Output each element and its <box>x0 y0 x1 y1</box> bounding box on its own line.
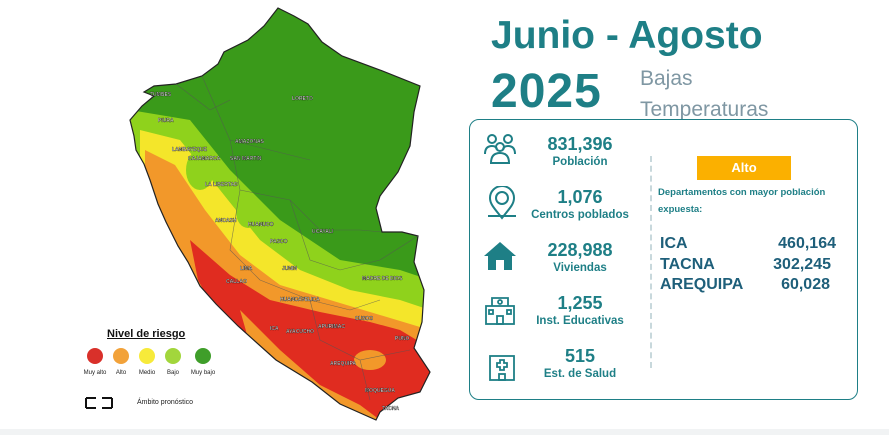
legend-title: Nivel de riesgo <box>107 328 186 340</box>
legend-dot-alto <box>113 348 129 364</box>
population-label: Población <box>552 156 608 168</box>
legend-item-bajo: Bajo <box>158 348 188 376</box>
departments-note: Departamentos con mayor población expues… <box>658 187 826 215</box>
map-label-huanuco: HUANUCO <box>248 222 274 228</box>
map-label-ucayali: UCAYALI <box>312 229 334 235</box>
map-label-loreto: LORETO <box>292 96 313 102</box>
legend-dot-bajo <box>165 348 181 364</box>
schools-value: 1,255 <box>557 293 603 313</box>
housing-value: 228,988 <box>547 240 613 260</box>
bottom-scrollbar-track <box>0 429 889 435</box>
legend-item-muy-bajo: Muy bajo <box>188 348 218 376</box>
map-label-la-libertad: LA LIBERTAD <box>205 182 238 188</box>
map-label-cusco: CUSCO <box>355 316 373 322</box>
populated-centers-value: 1,076 <box>557 187 603 207</box>
risk-level-badge: Alto <box>697 156 791 180</box>
map-label-lambayeque: LAMBAYEQUE <box>172 147 208 153</box>
school-icon <box>485 297 515 325</box>
panel-divider <box>650 156 652 368</box>
map-label-madre-de-dios: MADRE DE DIOS <box>362 276 403 282</box>
period-title: Junio - Agosto <box>491 14 763 57</box>
legend-label: Muy bajo <box>190 370 216 376</box>
forecast-area-label: Ámbito pronóstico <box>137 399 194 406</box>
legend-label: Muy alto <box>83 370 107 376</box>
year-title: 2025 <box>491 65 602 118</box>
health-centers-value: 515 <box>564 346 596 366</box>
department-name: ICA <box>660 235 688 252</box>
schools-label: Inst. Educativas <box>536 315 624 327</box>
risk-map: TUMBES PIURA LAMBAYEQUE AMAZONAS CAJAMAR… <box>129 7 431 421</box>
map-label-ancash: ANCASH <box>215 218 237 224</box>
hospital-icon <box>489 355 515 381</box>
map-label-amazonas: AMAZONAS <box>235 139 265 145</box>
map-label-san-martin: SAN MARTIN <box>230 156 262 162</box>
map-label-apurimac: APURIMAC <box>318 324 345 330</box>
map-label-cajamarca: CAJAMARCA <box>188 156 221 162</box>
house-icon <box>484 242 516 270</box>
map-label-ica: ICA <box>270 326 279 332</box>
hazard-subtitle-line1: Bajas <box>640 67 693 90</box>
map-label-piura: PIURA <box>158 118 174 124</box>
map-label-puno: PUNO <box>395 336 410 342</box>
map-label-ayacucho: AYACUCHO <box>286 329 314 335</box>
map-label-lima: LIMA <box>240 266 253 272</box>
map-label-callao: CALLAO <box>226 279 247 285</box>
hazard-subtitle-line2: Temperaturas <box>640 98 769 121</box>
exposure-panel: 831,396 Población 1,076 Centros poblados… <box>469 119 858 400</box>
department-value: 302,245 <box>773 256 831 273</box>
map-label-tacna: TACNA <box>382 406 400 412</box>
legend-item-muy-alto: Muy alto <box>80 348 110 376</box>
housing-label: Viviendas <box>553 262 607 274</box>
legend-label: Bajo <box>166 370 179 376</box>
legend-dot-medio <box>139 348 155 364</box>
legend-item-alto: Alto <box>106 348 136 376</box>
map-label-tumbes: TUMBES <box>150 92 172 98</box>
map-label-pasco: PASCO <box>270 239 288 245</box>
legend-label: Medio <box>138 370 156 376</box>
legend-dot-muy-bajo <box>195 348 211 364</box>
legend-label: Alto <box>115 370 127 376</box>
map-label-junin: JUNIN <box>282 266 297 272</box>
populated-centers-label: Centros poblados <box>531 209 629 221</box>
population-icon <box>484 134 516 164</box>
map-label-arequipa: AREQUIPA <box>330 361 356 367</box>
department-value: 60,028 <box>781 276 830 293</box>
health-centers-label: Est. de Salud <box>543 368 617 380</box>
map-label-moquegua: MOQUEGUA <box>365 388 395 394</box>
department-name: TACNA <box>660 256 715 273</box>
legend-dot-muy-alto <box>87 348 103 364</box>
legend-item-medio: Medio <box>132 348 162 376</box>
population-value: 831,396 <box>547 134 613 154</box>
department-name: AREQUIPA <box>660 276 744 293</box>
department-value: 460,164 <box>778 235 836 252</box>
populated-centers-icon <box>488 186 516 220</box>
forecast-area-icon <box>85 397 113 409</box>
map-label-huancavelica: HUANCAVELICA <box>280 297 320 303</box>
